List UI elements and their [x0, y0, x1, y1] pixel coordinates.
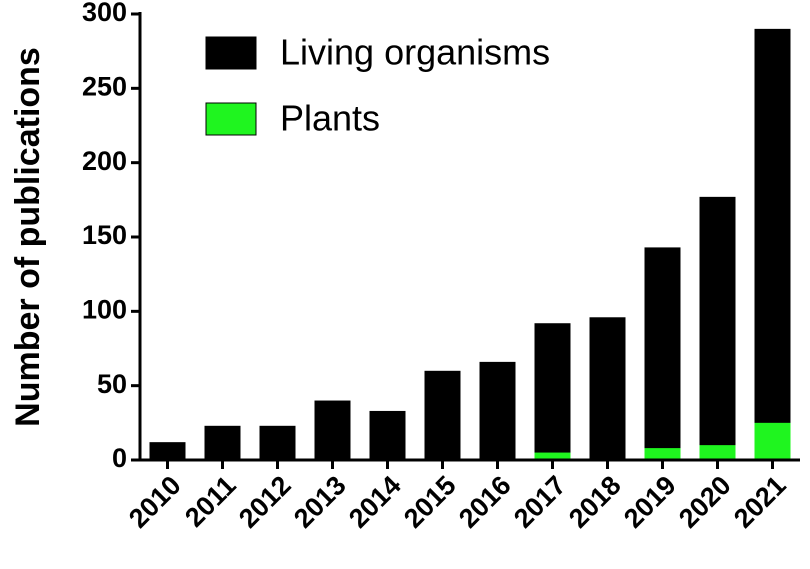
y-tick-label: 200 [82, 146, 127, 176]
x-tick-label: 2014 [343, 470, 407, 534]
x-tick-label: 2016 [453, 470, 517, 534]
bar [699, 196, 736, 461]
bar [314, 400, 351, 460]
bar [534, 323, 571, 460]
legend-label: Living organisms [280, 32, 550, 73]
x-tick-label: 2020 [673, 470, 737, 534]
x-tick-label: 2012 [233, 470, 297, 534]
bar [479, 361, 516, 460]
bar [754, 28, 791, 460]
bar [149, 442, 186, 460]
bar [259, 425, 296, 460]
x-tick-label: 2019 [618, 470, 682, 534]
legend-label: Plants [280, 98, 380, 139]
y-tick-label: 0 [112, 443, 127, 473]
legend-swatch [205, 36, 257, 70]
y-tick-label: 50 [97, 369, 127, 399]
x-tick-label: 2021 [728, 470, 792, 534]
bar [699, 445, 736, 460]
y-tick-label: 250 [82, 71, 127, 101]
y-axis-title: Number of publications [9, 47, 47, 427]
x-tick-label: 2011 [179, 470, 242, 533]
x-tick-label: 2010 [123, 470, 187, 534]
axes [138, 12, 800, 462]
bar [204, 425, 241, 460]
x-tick-label: 2017 [508, 470, 572, 534]
bar [754, 422, 791, 460]
bar [369, 410, 406, 460]
bar [534, 452, 571, 460]
bar [644, 247, 681, 460]
legend-swatch [205, 102, 257, 136]
y-tick-label: 150 [82, 220, 127, 250]
x-tick-label: 2013 [288, 470, 352, 534]
bar [644, 448, 681, 460]
y-tick-label: 100 [82, 294, 127, 324]
y-tick-label: 300 [82, 0, 127, 27]
bar [424, 370, 461, 460]
bar [589, 317, 626, 460]
x-tick-label: 2018 [563, 470, 627, 534]
x-tick-label: 2015 [398, 470, 462, 534]
